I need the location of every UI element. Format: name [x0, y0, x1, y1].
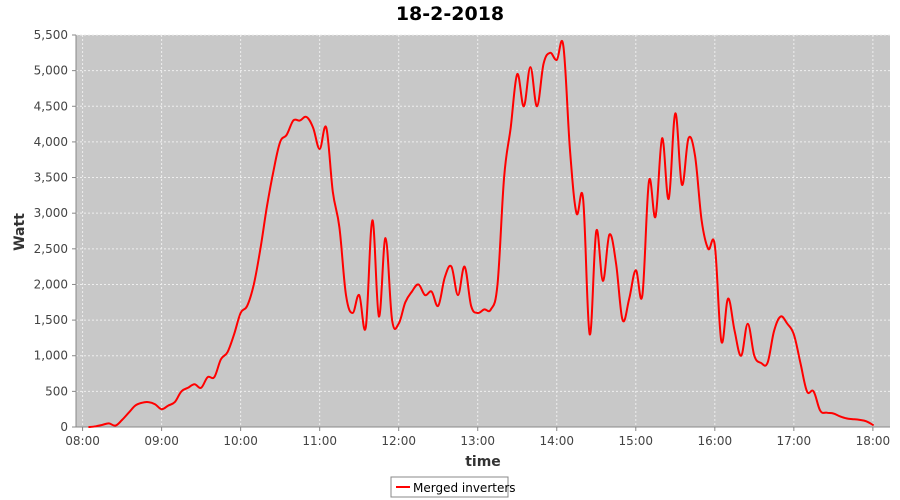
x-tick-label: 09:00: [144, 434, 179, 448]
chart-title: 18-2-2018: [396, 3, 504, 25]
series-layer: [88, 40, 874, 428]
plot-area: [76, 35, 890, 427]
x-tick-label: 10:00: [223, 434, 258, 448]
x-tick-label: 14:00: [539, 434, 574, 448]
x-tick-label: 08:00: [65, 434, 100, 448]
x-tick-label: 16:00: [698, 434, 733, 448]
y-tick-label: 0: [60, 420, 68, 434]
y-tick-label: 500: [45, 384, 68, 398]
y-tick-label: 3,500: [34, 171, 68, 185]
y-tick-label: 1,500: [34, 313, 68, 327]
y-tick-label: 2,500: [34, 242, 68, 256]
x-tick-label: 11:00: [302, 434, 337, 448]
legend: Merged inverters: [390, 476, 516, 498]
y-tick-label: 3,000: [34, 206, 68, 220]
y-axis: 0 500 1,000 1,500 2,000 2,500 3,000 3,500 4,000 4…: [34, 28, 77, 434]
x-tick-label: 13:00: [460, 434, 495, 448]
y-tick-label: 5,000: [34, 64, 68, 78]
legend-label: Merged inverters: [413, 481, 516, 495]
series-line: [88, 40, 874, 428]
y-tick-label: 2,000: [34, 277, 68, 291]
x-tick-label: 12:00: [381, 434, 416, 448]
y-tick-label: 4,000: [34, 135, 68, 149]
x-tick-label: 17:00: [777, 434, 812, 448]
y-axis-title: Watt: [12, 213, 28, 251]
gridlines: [76, 34, 890, 428]
y-tick-label: 5,500: [34, 28, 68, 42]
x-tick-label: 18:00: [856, 434, 891, 448]
x-tick-label: 15:00: [618, 434, 653, 448]
x-axis-title: time: [465, 454, 501, 470]
y-tick-label: 4,500: [34, 99, 68, 113]
y-tick-label: 1,000: [34, 349, 68, 363]
legend-box: [390, 476, 509, 498]
x-axis: 08:00 09:00 10:00 11:00 12:00 13:00 14:00 15:00…: [65, 426, 891, 448]
